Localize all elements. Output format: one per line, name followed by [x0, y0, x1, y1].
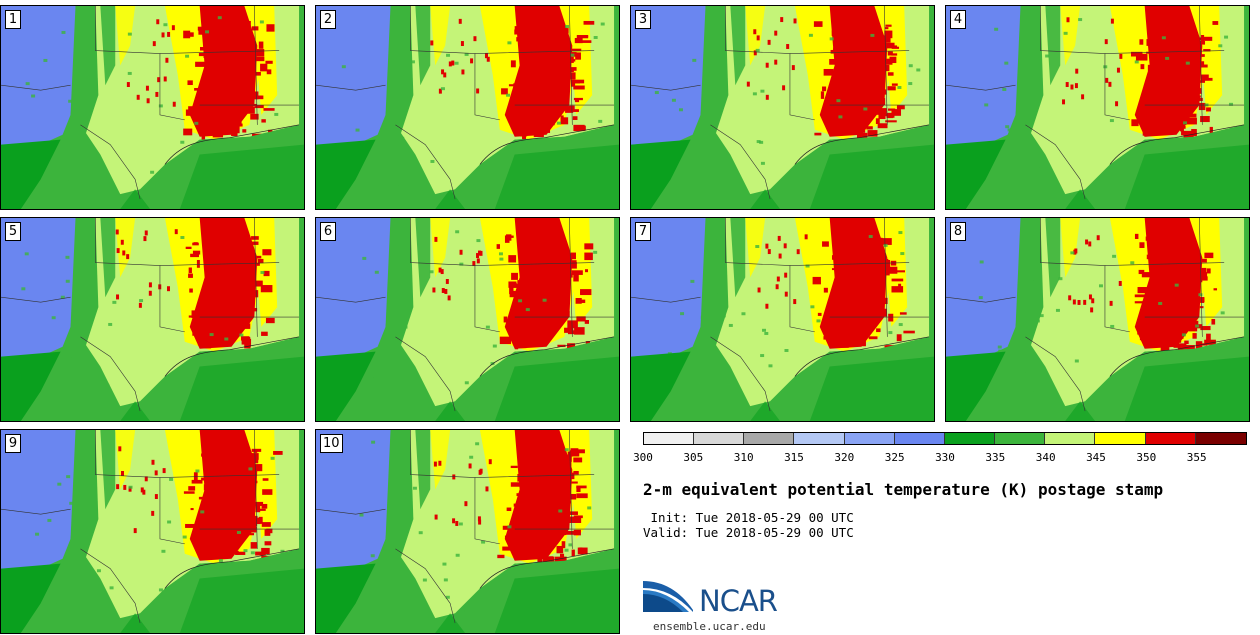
map-panel-7: 7 [630, 217, 935, 422]
colorbar-segment [1095, 433, 1146, 444]
colorbar-segment [844, 433, 895, 444]
panel-number-label: 2 [320, 10, 336, 29]
valid-time: Valid: Tue 2018-05-29 00 UTC [643, 525, 854, 540]
colorbar-segment [1145, 433, 1196, 444]
colorbar-tick-label: 325 [884, 451, 905, 464]
panel-number-label: 10 [320, 434, 343, 453]
map-panel-6: 6 [315, 217, 620, 422]
panel-number-label: 9 [5, 434, 21, 453]
panel-number-label: 3 [635, 10, 651, 29]
map-panel-10: 10 [315, 429, 620, 634]
ncar-logo-text: NCAR [699, 584, 778, 618]
map-panel-8: 8 [945, 217, 1250, 422]
panel-number-label: 6 [320, 222, 336, 241]
map-panel-1: 1 [0, 5, 305, 210]
colorbar-segment [894, 433, 945, 444]
colorbar-tick-label: 350 [1136, 451, 1157, 464]
map-panel-4: 4 [945, 5, 1250, 210]
colorbar-segment [995, 433, 1046, 444]
website-url: ensemble.ucar.edu [653, 620, 766, 633]
colorbar-segment [694, 433, 745, 444]
colorbar-segment [794, 433, 845, 444]
colorbar-tick-label: 335 [985, 451, 1006, 464]
colorbar-tick-label: 300 [633, 451, 653, 464]
colorbar-tick-label: 340 [1035, 451, 1056, 464]
colorbar [643, 432, 1247, 445]
map-panel-9: 9 [0, 429, 305, 634]
colorbar-segment [744, 433, 795, 444]
panel-number-label: 7 [635, 222, 651, 241]
colorbar-tick-label: 320 [834, 451, 855, 464]
colorbar-tick-label: 330 [935, 451, 955, 464]
colorbar-tick-label: 310 [733, 451, 754, 464]
map-panel-2: 2 [315, 5, 620, 210]
colorbar-tick-label: 355 [1186, 451, 1207, 464]
panel-number-label: 5 [5, 222, 21, 241]
colorbar-tick-label: 305 [683, 451, 704, 464]
ncar-swoosh-icon [643, 581, 693, 612]
colorbar-segment [1195, 433, 1246, 444]
map-panel-3: 3 [630, 5, 935, 210]
colorbar-tick-label: 345 [1086, 451, 1106, 464]
panel-number-label: 4 [950, 10, 966, 29]
panel-number-label: 1 [5, 10, 21, 29]
colorbar-segment [944, 433, 996, 444]
map-panel-5: 5 [0, 217, 305, 422]
colorbar-ticks: 300 305 310 315 320 325 330 335 340 345 350 355 [633, 446, 1247, 466]
ncar-logo: NCAR [643, 578, 793, 620]
colorbar-tick-label: 315 [784, 451, 804, 464]
colorbar-segment [1045, 433, 1096, 444]
figure-title: 2-m equivalent potential temperature (K)… [643, 480, 1164, 499]
panel-number-label: 8 [950, 222, 966, 241]
colorbar-segment [644, 433, 695, 444]
init-time: Init: Tue 2018-05-29 00 UTC [643, 510, 854, 525]
